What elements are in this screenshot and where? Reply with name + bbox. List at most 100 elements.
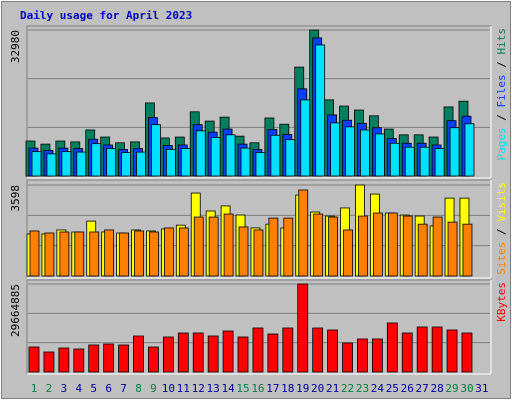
bar	[238, 226, 249, 277]
x-tick-label: 13	[207, 382, 220, 395]
bar	[104, 229, 115, 277]
bar	[74, 231, 85, 277]
bar	[88, 344, 100, 373]
bar	[119, 232, 129, 277]
bar	[207, 335, 219, 373]
legend-entry: Pages	[495, 127, 508, 160]
x-tick-label: 14	[221, 382, 235, 395]
x-tick-label: 10	[162, 382, 175, 395]
x-tick-label: 8	[135, 382, 142, 395]
x-tick-label: 12	[192, 382, 205, 395]
x-tick-label: 18	[281, 382, 294, 395]
bar	[371, 338, 383, 373]
bar	[240, 147, 251, 177]
x-tick-label: 7	[120, 382, 127, 395]
bar	[282, 327, 294, 373]
bar	[210, 137, 221, 177]
bar	[401, 332, 413, 373]
x-tick-label: 25	[386, 382, 399, 395]
bar	[253, 229, 264, 277]
x-tick-label: 16	[251, 382, 264, 395]
bar	[46, 153, 57, 177]
x-tick-label: 5	[90, 382, 97, 395]
y-tick-label: 32980	[9, 30, 22, 63]
legend-separator: /	[495, 108, 508, 128]
bar	[118, 344, 129, 373]
bar	[447, 221, 458, 277]
legend-separator: /	[495, 222, 508, 242]
bar	[268, 217, 279, 277]
bar	[180, 148, 191, 177]
bar	[431, 326, 443, 373]
legend-entry: Hits	[495, 28, 508, 55]
legend-entry: Files	[495, 74, 508, 107]
legend-entry: Visits	[495, 182, 508, 222]
bar	[343, 229, 353, 277]
x-tick-label: 26	[401, 382, 414, 395]
legend: Pages / Files / Hits	[495, 28, 508, 161]
x-tick-label: 20	[311, 382, 324, 395]
x-tick-label: 15	[236, 382, 249, 395]
x-tick-label: 22	[341, 382, 354, 395]
x-tick-label: 21	[326, 382, 339, 395]
bar	[222, 330, 234, 373]
bar	[59, 231, 70, 277]
bar	[357, 338, 368, 373]
x-tick-label: 23	[356, 382, 369, 395]
bar	[151, 124, 161, 177]
bar	[342, 342, 353, 373]
bar	[313, 213, 324, 277]
bar	[134, 230, 144, 277]
x-tick-label: 6	[105, 382, 112, 395]
bar	[44, 232, 55, 277]
x-tick-label: 11	[177, 382, 190, 395]
bar	[103, 343, 115, 373]
x-tick-label: 29	[445, 382, 458, 395]
bar	[28, 346, 40, 373]
bar	[237, 336, 249, 373]
legend-entry: KBytes	[495, 282, 508, 322]
y-tick-label: 29664885	[9, 284, 22, 337]
bar	[43, 351, 55, 373]
bar	[193, 216, 204, 277]
bar	[387, 212, 398, 277]
bar	[300, 99, 311, 177]
bar	[312, 327, 324, 373]
bar	[136, 151, 146, 177]
bar	[149, 231, 159, 277]
bar	[389, 142, 400, 177]
bar	[270, 134, 281, 177]
bar	[434, 148, 445, 177]
legend-separator: /	[495, 55, 508, 75]
bar	[89, 231, 100, 277]
bar	[208, 216, 219, 277]
bar	[31, 151, 42, 177]
bar	[417, 223, 428, 277]
bar	[345, 126, 355, 177]
bar	[416, 326, 428, 373]
bar	[73, 348, 85, 373]
x-tick-label: 3	[61, 382, 68, 395]
x-tick-label: 24	[371, 382, 385, 395]
bar	[330, 122, 341, 177]
x-tick-label: 4	[75, 382, 82, 395]
bar	[464, 123, 475, 177]
bar	[327, 329, 339, 373]
bar	[404, 146, 415, 177]
x-tick-label: 31	[475, 382, 488, 395]
x-tick-label: 2	[46, 382, 53, 395]
bar	[358, 215, 368, 277]
bar	[178, 227, 189, 277]
bar	[449, 127, 460, 177]
bar	[283, 217, 294, 277]
y-tick-label: 3598	[9, 185, 22, 212]
bar	[106, 148, 117, 177]
bar	[285, 139, 296, 177]
bar	[192, 332, 204, 373]
bar	[91, 143, 102, 177]
bar	[223, 213, 234, 277]
x-tick-label: 1	[31, 382, 38, 395]
